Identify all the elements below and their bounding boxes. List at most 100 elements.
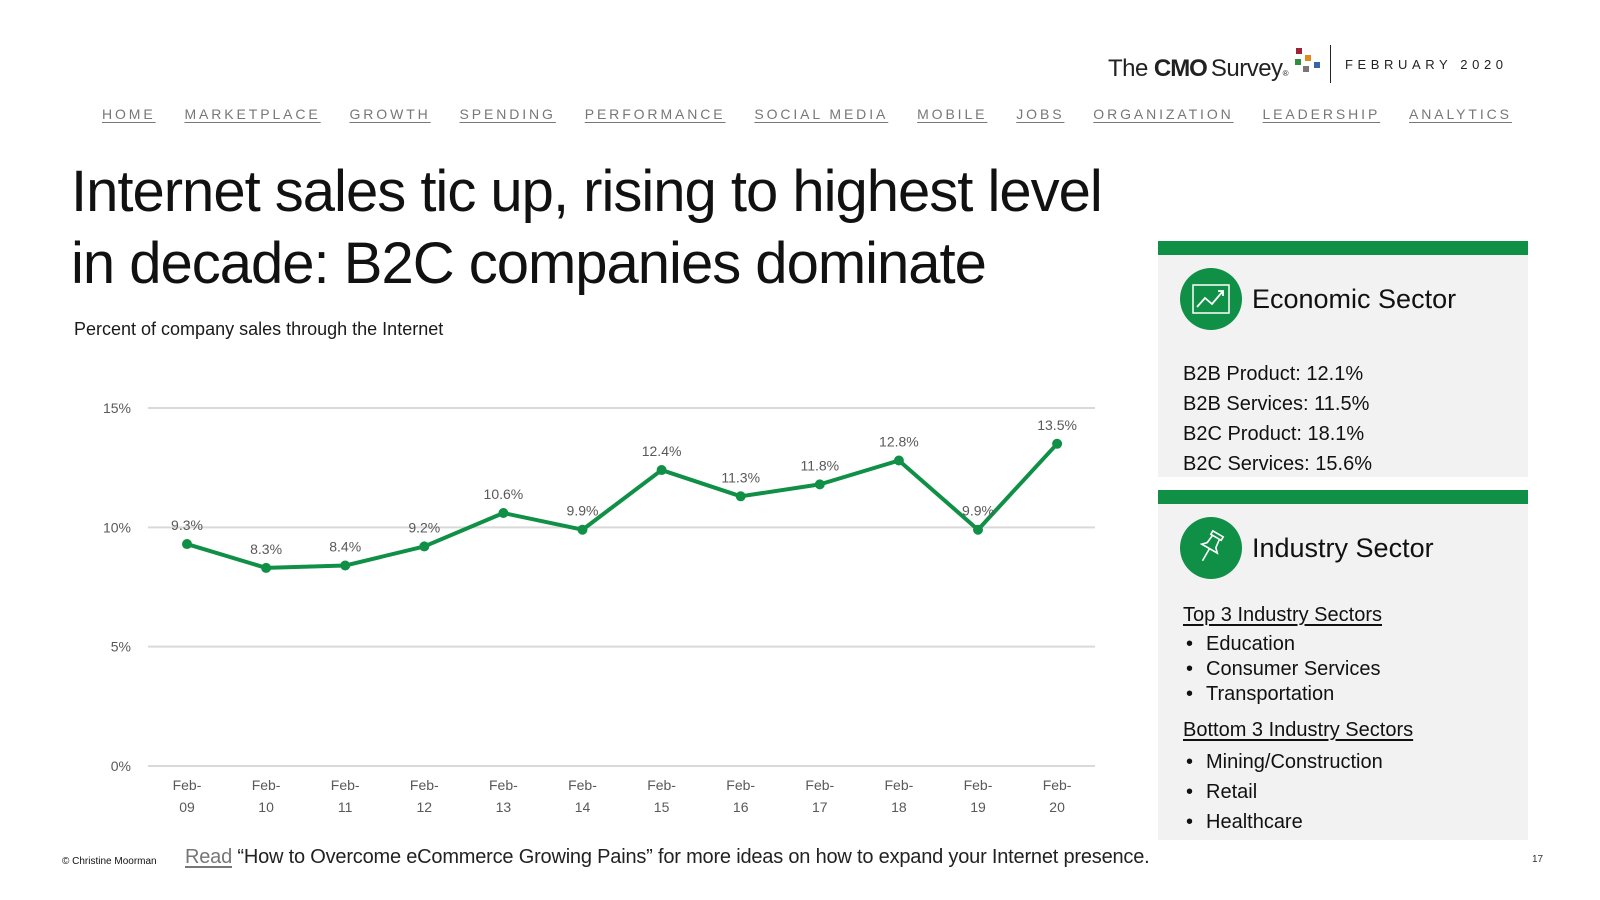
- industry-sector-title: Industry Sector: [1252, 532, 1434, 563]
- x-tick-label: 16: [733, 799, 749, 815]
- data-point: [973, 524, 983, 535]
- x-tick-label: 10: [258, 799, 274, 815]
- logo-cmo: CMO: [1153, 54, 1208, 82]
- pushpin-icon: [1180, 517, 1242, 579]
- footer-note-text: “How to Overcome eCommerce Growing Pains…: [232, 846, 1150, 868]
- data-point: [261, 562, 272, 573]
- x-tick-label: 09: [179, 799, 195, 815]
- cmo-survey-logo[interactable]: The CMO Survey ®: [1108, 46, 1324, 83]
- logo-registered-mark: ®: [1282, 68, 1289, 78]
- nav-organization[interactable]: ORGANIZATION: [1093, 106, 1234, 122]
- x-tick-label: 12: [417, 799, 433, 815]
- data-label: 13.5%: [1037, 417, 1077, 433]
- x-tick-label: 14: [575, 799, 591, 815]
- economic-sector-panel: Economic Sector B2B Product: 12.1% B2B S…: [1158, 241, 1528, 477]
- data-point: [498, 508, 509, 519]
- x-tick-label: Feb-: [964, 777, 993, 793]
- x-tick-label: Feb-: [173, 777, 202, 793]
- x-tick-label: 19: [970, 799, 986, 815]
- list-item: Transportation: [1183, 682, 1523, 707]
- top-sectors-heading: Top 3 Industry Sectors: [1183, 604, 1382, 626]
- top-nav: HOME MARKETPLACE GROWTH SPENDING PERFORM…: [102, 106, 1512, 122]
- page-number: 17: [1532, 854, 1544, 865]
- bottom-sectors-heading: Bottom 3 Industry Sectors: [1183, 719, 1414, 741]
- trend-chart-icon: [1180, 268, 1242, 330]
- nav-analytics[interactable]: ANALYTICS: [1409, 106, 1512, 122]
- x-tick-label: Feb-: [331, 777, 360, 793]
- x-tick-label: Feb-: [805, 777, 834, 793]
- list-item: Mining/Construction: [1183, 747, 1523, 777]
- data-label: 9.3%: [171, 517, 203, 533]
- bottom-sectors-list: Mining/Construction Retail Healthcare: [1183, 747, 1523, 837]
- data-point: [577, 524, 588, 535]
- read-link[interactable]: Read: [185, 846, 233, 868]
- list-item: Retail: [1183, 777, 1523, 807]
- x-tick-label: Feb-: [885, 777, 914, 793]
- data-label: 8.3%: [250, 541, 282, 557]
- list-item: B2C Product: 18.1%: [1183, 423, 1365, 445]
- list-item: B2C Services: 15.6%: [1183, 453, 1372, 475]
- data-label: 9.2%: [408, 519, 440, 535]
- list-item: Consumer Services: [1183, 657, 1523, 682]
- top-sectors-list: Education Consumer Services Transportati…: [1183, 632, 1523, 707]
- y-tick-label: 15%: [103, 400, 131, 416]
- x-tick-label: 15: [654, 799, 670, 815]
- list-item: Healthcare: [1183, 807, 1523, 837]
- x-tick-label: Feb-: [568, 777, 597, 793]
- report-date: FEBRUARY 2020: [1344, 56, 1508, 72]
- data-label: 11.3%: [721, 469, 760, 485]
- data-label: 11.8%: [800, 457, 839, 473]
- x-tick-label: Feb-: [726, 777, 755, 793]
- x-tick-label: Feb-: [252, 777, 281, 793]
- brand-header: The CMO Survey ® FEBRUARY 2020: [1108, 44, 1508, 84]
- data-point: [340, 560, 351, 571]
- y-tick-label: 5%: [111, 639, 131, 655]
- data-label: 9.9%: [962, 503, 994, 519]
- x-tick-label: 18: [891, 799, 907, 815]
- x-tick-label: Feb-: [410, 777, 439, 793]
- x-tick-label: 17: [812, 799, 828, 815]
- x-tick-label: 11: [338, 799, 353, 815]
- nav-spending[interactable]: SPENDING: [459, 106, 556, 122]
- data-point: [419, 541, 430, 552]
- y-tick-label: 10%: [103, 519, 131, 535]
- list-item: Education: [1183, 632, 1523, 657]
- nav-marketplace[interactable]: MARKETPLACE: [184, 106, 321, 122]
- industry-sector-body: Top 3 Industry Sectors Education Consume…: [1183, 602, 1523, 847]
- data-point: [182, 539, 192, 550]
- data-point: [893, 455, 904, 466]
- logo-survey: Survey: [1210, 54, 1283, 82]
- nav-performance[interactable]: PERFORMANCE: [584, 106, 726, 122]
- page-title: Internet sales tic up, rising to highest…: [71, 159, 1103, 296]
- line-chart: 0% 5% 10% 15% Feb- 09 Feb- 10 Feb- 11 Feb- 12 Feb- 13…: [103, 400, 1095, 815]
- brand-divider: [1329, 45, 1331, 83]
- data-point: [1052, 438, 1063, 449]
- data-label: 8.4%: [329, 539, 361, 555]
- economic-sector-list: B2B Product: 12.1% B2B Services: 11.5% B…: [1183, 359, 1372, 479]
- nav-growth[interactable]: GROWTH: [349, 106, 431, 122]
- nav-jobs[interactable]: JOBS: [1016, 106, 1065, 122]
- nav-mobile[interactable]: MOBILE: [917, 106, 988, 122]
- industry-sector-header: Industry Sector: [1180, 517, 1434, 579]
- x-tick-label: Feb-: [1043, 777, 1072, 793]
- economic-sector-header: Economic Sector: [1180, 268, 1456, 330]
- economic-sector-title: Economic Sector: [1252, 283, 1457, 314]
- data-label: 10.6%: [484, 486, 524, 502]
- x-tick-label: Feb-: [647, 777, 676, 793]
- data-label: 12.4%: [642, 443, 682, 459]
- nav-home[interactable]: HOME: [102, 106, 156, 122]
- chart-subtitle: Percent of company sales through the Int…: [74, 319, 444, 339]
- footer-note: Read “How to Overcome eCommerce Growing …: [185, 846, 1150, 869]
- industry-sector-panel: Industry Sector Top 3 Industry Sectors E…: [1158, 490, 1528, 840]
- data-label: 9.9%: [567, 503, 599, 519]
- nav-social-media[interactable]: SOCIAL MEDIA: [754, 106, 889, 122]
- x-tick-label: 20: [1049, 799, 1065, 815]
- logo-the: The: [1108, 54, 1148, 82]
- data-point: [735, 491, 746, 502]
- x-tick-label: Feb-: [489, 777, 518, 793]
- y-tick-label: 0%: [111, 758, 131, 774]
- list-item: B2B Services: 11.5%: [1183, 393, 1370, 415]
- list-item: B2B Product: 12.1%: [1183, 363, 1364, 385]
- x-tick-label: 13: [496, 799, 512, 815]
- nav-leadership[interactable]: LEADERSHIP: [1262, 106, 1381, 122]
